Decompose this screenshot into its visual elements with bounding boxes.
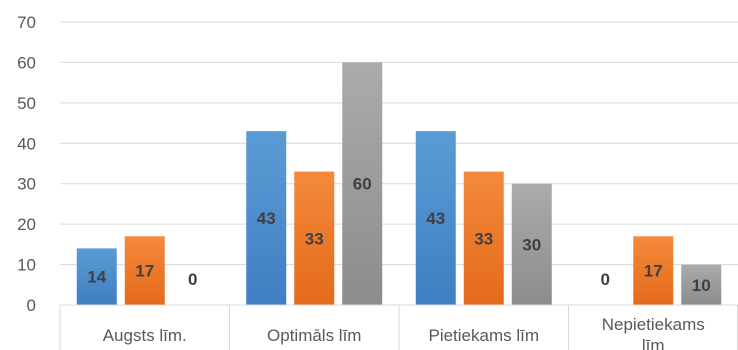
bar (681, 264, 722, 305)
y-tick-label: 40 (17, 134, 36, 153)
x-tick-label: Nepietiekams līm (602, 315, 705, 350)
bar (415, 131, 456, 305)
data-label: 10 (692, 276, 711, 295)
bar (511, 183, 552, 305)
bar (76, 248, 117, 305)
x-tick-label: Pietiekams līm (428, 326, 539, 345)
data-label: 33 (305, 229, 324, 248)
x-tick-label: Optimāls līm (267, 326, 361, 345)
x-tick-label: Augsts līm. (103, 326, 187, 345)
data-label: 43 (426, 209, 445, 228)
y-tick-label: 60 (17, 53, 36, 72)
data-label: 17 (135, 262, 154, 281)
data-label: 60 (353, 175, 372, 194)
data-label: 14 (87, 268, 106, 287)
y-tick-label: 0 (27, 296, 36, 315)
data-label: 33 (474, 229, 493, 248)
data-label: 30 (522, 235, 541, 254)
y-tick-label: 10 (17, 256, 36, 275)
data-label: 0 (601, 270, 610, 289)
bar (124, 236, 165, 305)
y-tick-label: 50 (17, 94, 36, 113)
data-label: 17 (644, 262, 663, 281)
y-tick-label: 70 (17, 13, 36, 32)
bar (246, 131, 287, 305)
bars (76, 62, 722, 305)
bar (342, 62, 383, 305)
bar (633, 236, 674, 305)
y-tick-label: 30 (17, 175, 36, 194)
y-axis: 0 10 20 30 40 50 60 70 (17, 13, 36, 315)
data-label: 43 (257, 209, 276, 228)
bar (294, 171, 335, 305)
y-tick-label: 20 (17, 215, 36, 234)
data-label: 0 (188, 270, 197, 289)
data-labels: 14 17 0 43 33 60 43 33 30 0 17 10 (87, 175, 710, 295)
x-axis: Augsts līm. Optimāls līm Pietiekams līm Nep… (59, 304, 738, 350)
bar (463, 171, 504, 305)
gridlines (60, 21, 738, 266)
